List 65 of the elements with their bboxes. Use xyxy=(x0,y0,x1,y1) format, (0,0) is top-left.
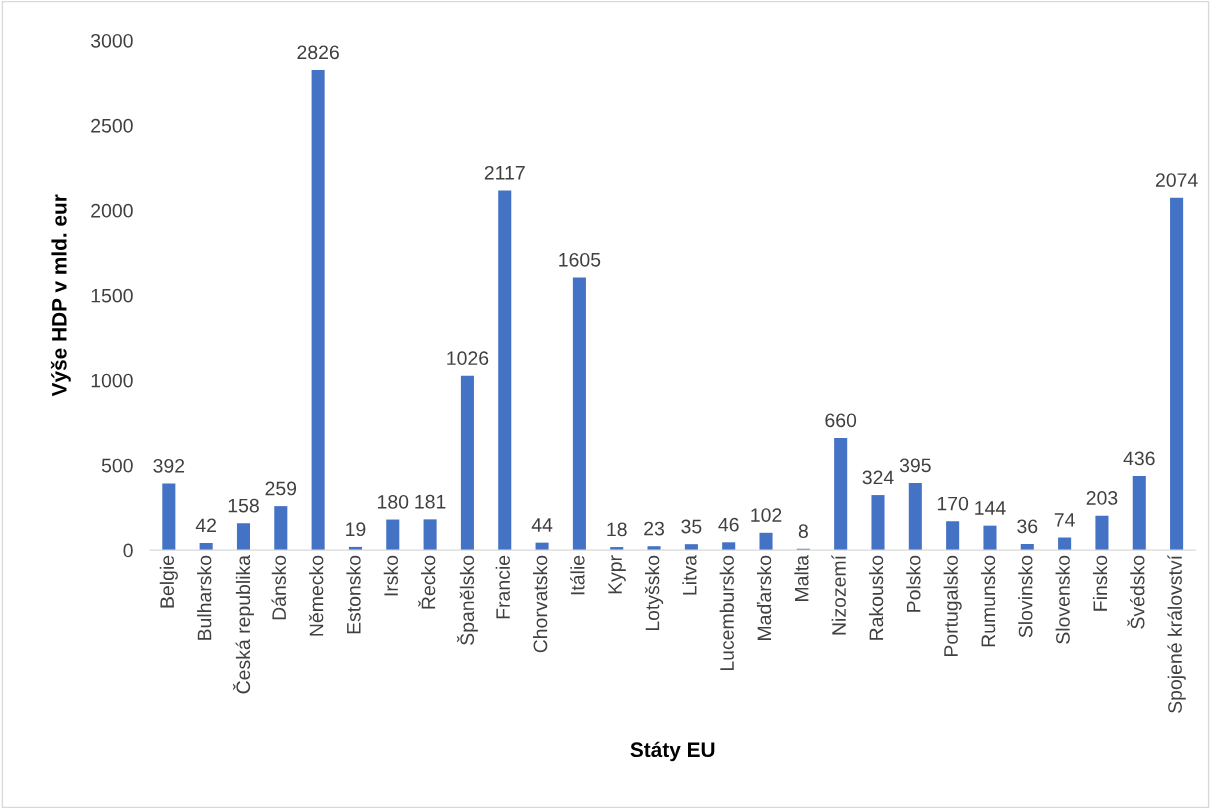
x-tick-label: Lotyšsko xyxy=(644,555,664,631)
x-tick-label: Slovensko xyxy=(1055,555,1070,644)
data-label: 102 xyxy=(751,508,782,522)
data-label: 144 xyxy=(975,501,1006,515)
x-tick-label: Francie xyxy=(495,555,510,619)
data-label: 395 xyxy=(899,458,931,473)
data-label: 436 xyxy=(1123,451,1155,466)
x-tick-label: Bulharsko xyxy=(197,555,212,640)
data-label: 19 xyxy=(346,522,366,537)
data-label: 203 xyxy=(1086,491,1118,505)
y-tick-label: 0 xyxy=(123,543,133,558)
x-tick-label: Irsko xyxy=(383,555,398,596)
x-tick-label: Rakousko xyxy=(868,555,884,640)
data-label: 42 xyxy=(195,518,216,533)
x-tick-label: Finsko xyxy=(1092,555,1108,611)
x-tick-label: Polsko xyxy=(906,555,921,612)
x-tick-label: Maďarsko xyxy=(756,555,772,640)
x-tick-label: Belgie xyxy=(159,555,178,608)
data-label: 35 xyxy=(681,519,702,534)
x-tick-label: Španělsko xyxy=(456,555,478,645)
x-tick-label: Slovinsko xyxy=(1018,555,1033,638)
y-tick-label: 2500 xyxy=(91,118,133,133)
x-tick-label: Lucembursko xyxy=(719,555,734,671)
x-tick-label: Rumunsko xyxy=(980,555,996,647)
x-tick-label: Německo xyxy=(309,555,324,636)
x-tick-label: Dánsko xyxy=(271,555,287,620)
y-tick-label: 500 xyxy=(101,458,133,473)
data-label: 2826 xyxy=(297,45,339,60)
data-label: 2074 xyxy=(1155,173,1198,187)
y-tick-label: 1000 xyxy=(91,373,133,388)
x-tick-label: Malta xyxy=(794,554,809,601)
y-tick-label: 3000 xyxy=(90,33,133,48)
x-tick-label: Itálie xyxy=(570,555,585,595)
data-label: 44 xyxy=(531,518,553,532)
data-label: 392 xyxy=(153,458,185,473)
data-label: 170 xyxy=(937,496,969,511)
x-tick-label: Portugalsko xyxy=(943,555,962,657)
y-axis-title: Výše HDP v mld. eur xyxy=(50,194,71,397)
x-tick-label: Nizozemí xyxy=(831,555,846,635)
data-label: 1605 xyxy=(559,252,601,267)
data-label: 660 xyxy=(825,413,857,428)
y-tick-label: 2000 xyxy=(91,203,133,218)
data-label: 23 xyxy=(644,521,665,536)
x-tick-label: Litva xyxy=(682,554,697,595)
data-label: 36 xyxy=(1017,519,1038,534)
data-label: 1026 xyxy=(447,351,489,366)
data-label: 18 xyxy=(607,522,627,537)
x-tick-label: Kypr xyxy=(608,555,626,594)
x-tick-label: Řecko xyxy=(418,555,436,609)
x-tick-label: Spojené království xyxy=(1167,555,1186,713)
data-label: 2117 xyxy=(484,165,525,180)
x-tick-label: Česká republika xyxy=(232,554,254,694)
x-axis-title: Státy EU xyxy=(630,741,715,762)
data-label: 259 xyxy=(265,481,297,496)
data-label: 324 xyxy=(862,470,894,485)
x-tick-label: Estonsko xyxy=(346,555,361,634)
data-label: 180 xyxy=(378,494,409,509)
x-tick-label: Chorvatsko xyxy=(533,555,548,653)
data-label: 8 xyxy=(798,524,808,538)
data-label: 158 xyxy=(228,498,259,513)
data-label: 181 xyxy=(415,494,446,509)
x-tick-label: Švédsko xyxy=(1127,555,1145,629)
data-label: 46 xyxy=(718,517,739,532)
y-tick-label: 1500 xyxy=(91,288,133,303)
data-label: 74 xyxy=(1054,513,1075,527)
